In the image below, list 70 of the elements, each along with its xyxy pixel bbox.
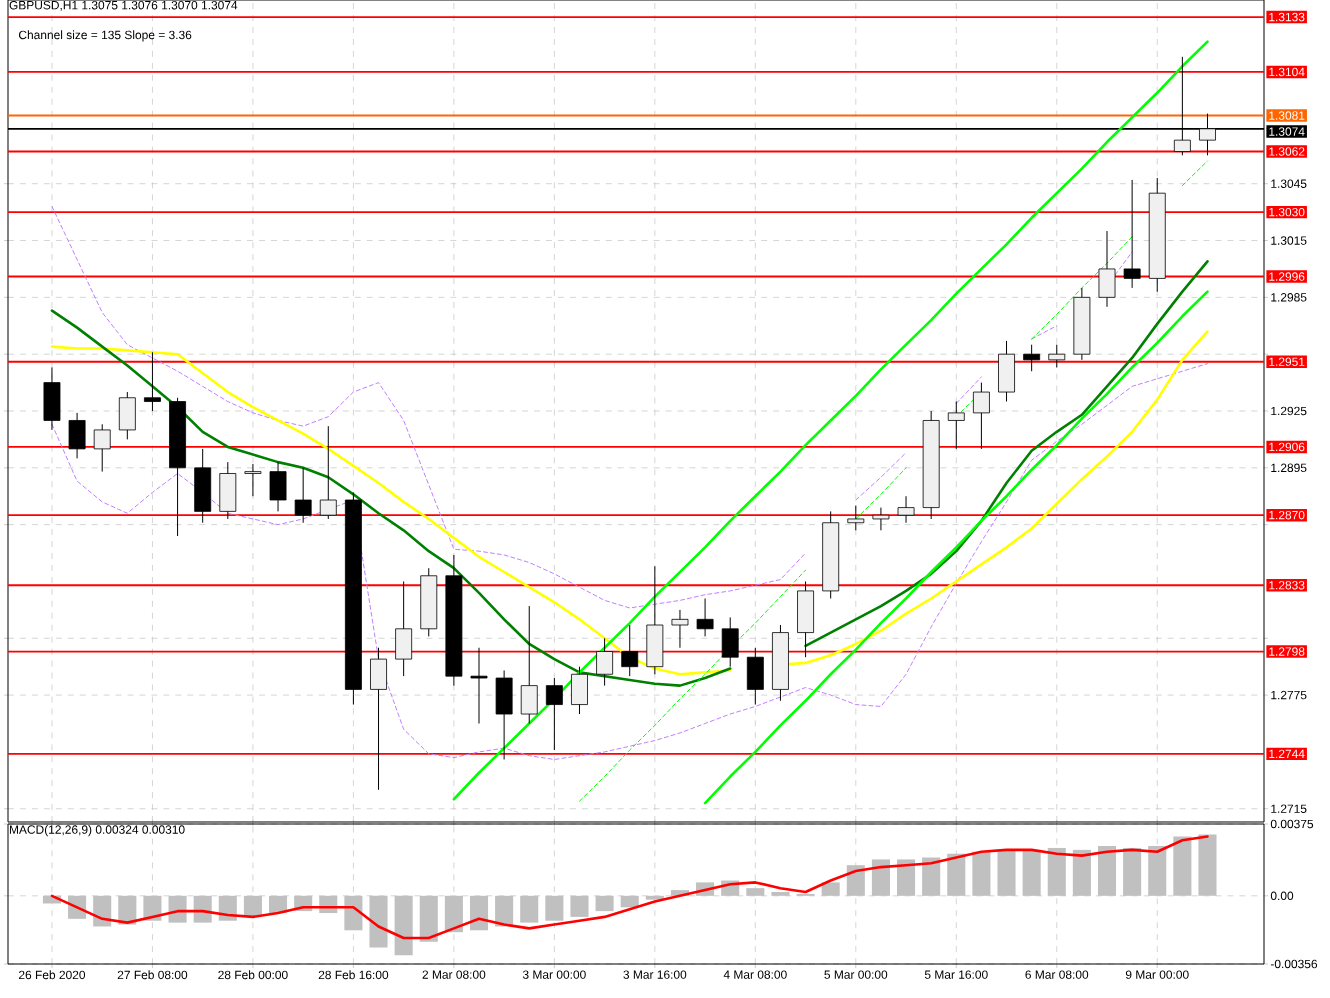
candlestick <box>972 382 990 450</box>
candlestick <box>897 495 915 524</box>
candlestick <box>847 505 865 531</box>
candlestick <box>746 647 764 706</box>
bar <box>369 895 388 948</box>
bar <box>595 895 614 912</box>
candlestick <box>571 666 588 715</box>
bar <box>746 888 765 896</box>
bar <box>570 895 589 917</box>
bar <box>1198 834 1217 896</box>
candlestick <box>319 425 337 520</box>
candlestick <box>294 467 312 524</box>
bar <box>243 895 262 917</box>
candlestick <box>1023 344 1041 372</box>
candlestick <box>872 507 890 531</box>
candlestick <box>1098 230 1116 308</box>
candlestick <box>194 448 212 524</box>
candlestick <box>495 669 513 760</box>
bar <box>394 895 413 956</box>
bar <box>846 865 865 896</box>
bar <box>419 895 438 942</box>
bar <box>495 895 514 927</box>
line-series <box>703 290 1209 805</box>
candlestick <box>470 647 488 725</box>
candlestick <box>43 366 61 431</box>
candlestick <box>93 423 111 473</box>
candlestick <box>68 412 86 459</box>
bar <box>545 895 564 921</box>
bar <box>620 895 639 908</box>
bar <box>444 895 463 933</box>
candlestick <box>370 647 387 791</box>
candlestick <box>721 616 739 668</box>
bar <box>947 853 966 896</box>
bar <box>972 851 991 896</box>
bar <box>118 895 137 925</box>
candlestick <box>671 609 689 649</box>
bar <box>821 882 840 896</box>
candlestick <box>696 598 714 637</box>
bar <box>168 895 187 923</box>
candlestick <box>269 461 287 512</box>
candlestick <box>621 624 639 677</box>
candlestick <box>646 565 664 675</box>
bar <box>520 895 539 923</box>
bar <box>1047 847 1066 896</box>
line-series <box>51 363 1208 760</box>
bar <box>269 895 288 914</box>
candlestick <box>395 580 413 677</box>
candlestick <box>797 580 814 658</box>
bar <box>897 859 916 896</box>
bar <box>1072 849 1091 896</box>
bar <box>1173 836 1192 896</box>
candlestick <box>596 637 614 687</box>
candlestick <box>219 461 237 520</box>
bar <box>1123 847 1142 896</box>
bar <box>922 857 941 896</box>
candlestick <box>520 605 538 725</box>
candlestick <box>947 401 965 450</box>
candlestick <box>1123 179 1141 289</box>
bar <box>871 859 890 896</box>
bar <box>1097 846 1117 896</box>
candlestick <box>118 391 136 440</box>
bar <box>193 895 212 923</box>
candlestick <box>545 677 563 751</box>
candlestick <box>998 340 1015 403</box>
bar <box>1022 849 1041 896</box>
candlestick <box>244 463 262 497</box>
candlestick <box>144 351 161 412</box>
bar <box>997 849 1016 896</box>
bar <box>469 895 489 931</box>
candlestick <box>1048 344 1066 368</box>
